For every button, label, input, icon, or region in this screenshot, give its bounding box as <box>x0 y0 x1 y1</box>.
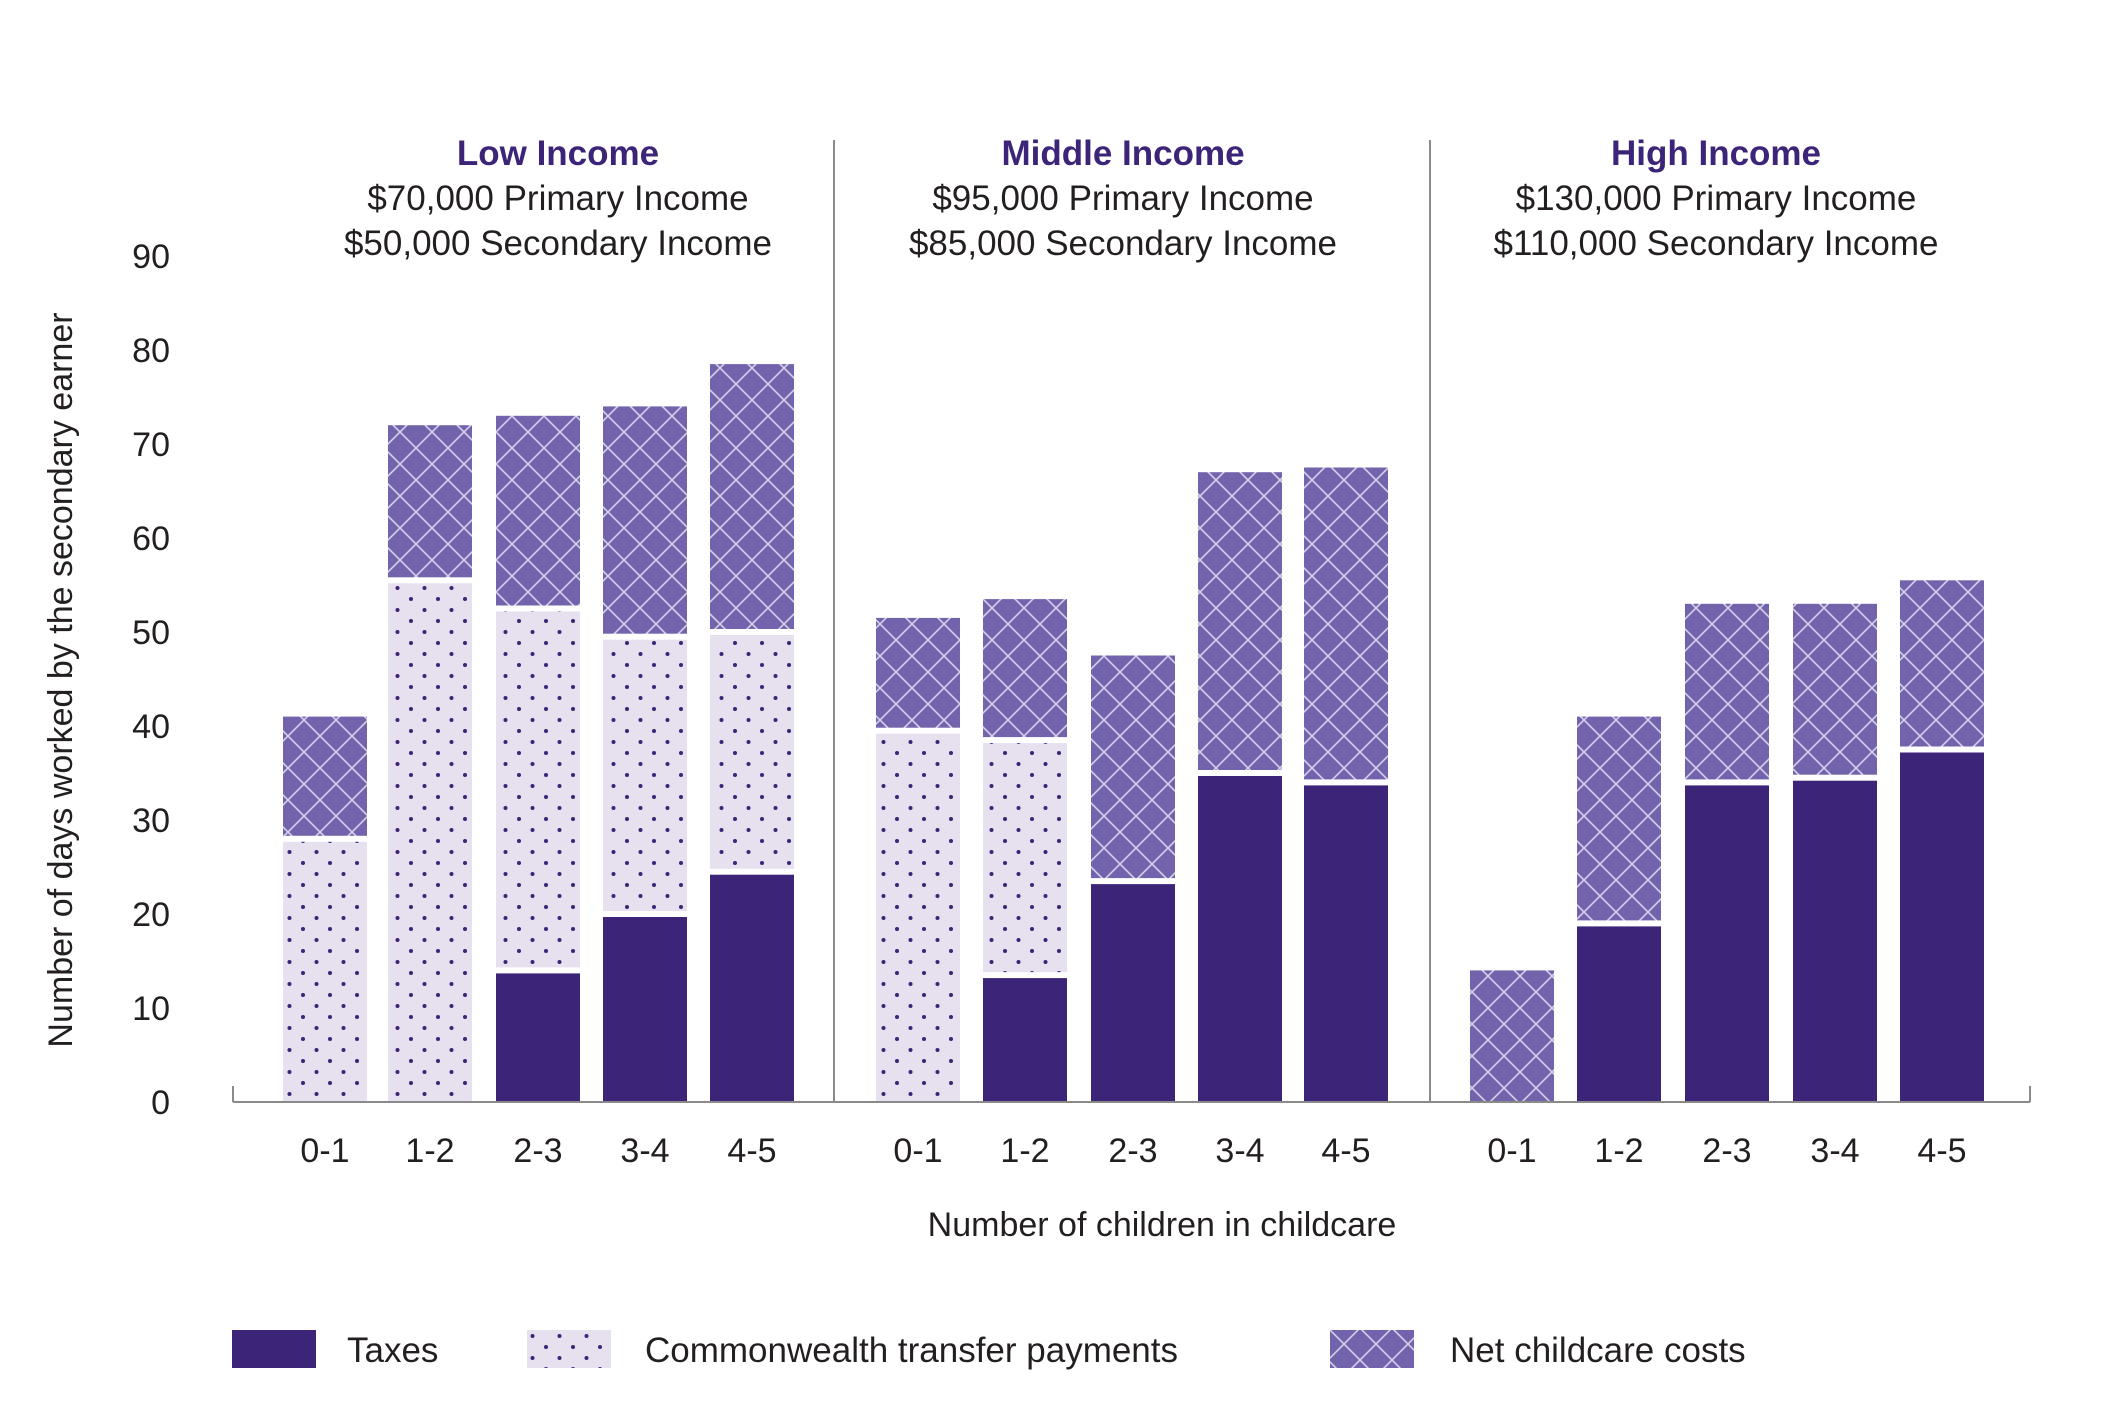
x-tick-label: 1-2 <box>1594 1132 1643 1170</box>
bar-segment-transfers <box>496 608 580 971</box>
segment-separator <box>1577 920 1661 927</box>
bar-segment-taxes <box>1198 773 1282 1102</box>
y-tick-label: 90 <box>132 238 170 276</box>
group-subtitle-primary: $95,000 Primary Income <box>932 179 1313 218</box>
x-tick-label: 3-4 <box>1810 1132 1859 1170</box>
x-tick-label: 2-3 <box>1108 1132 1157 1170</box>
bar-segment-taxes <box>1900 749 1984 1102</box>
group-title: Middle Income <box>1001 134 1244 173</box>
bar-segment-childcare <box>1577 716 1661 924</box>
y-tick-label: 60 <box>132 520 170 558</box>
bar-segment-childcare <box>1793 603 1877 778</box>
bar-segment-transfers <box>983 740 1067 976</box>
bar-segment-transfers <box>710 632 794 872</box>
y-tick-label: 30 <box>132 802 170 840</box>
legend-label-taxes: Taxes <box>347 1331 438 1370</box>
x-tick-label: 2-3 <box>1702 1132 1751 1170</box>
bar-segment-childcare <box>1685 603 1769 783</box>
bar-segment-taxes <box>1685 782 1769 1102</box>
group-subtitle-secondary: $110,000 Secondary Income <box>1494 224 1939 263</box>
x-tick-label: 4-5 <box>727 1132 776 1170</box>
bar-segment-childcare <box>1304 467 1388 783</box>
group-subtitle-secondary: $50,000 Secondary Income <box>344 224 772 263</box>
bar-segment-taxes <box>603 914 687 1102</box>
bar-segment-taxes <box>710 871 794 1102</box>
segment-separator <box>496 967 580 974</box>
y-tick-label: 50 <box>132 614 170 652</box>
x-tick-label: 1-2 <box>1000 1132 1049 1170</box>
bar-segment-transfers <box>283 838 367 1102</box>
bar-segment-childcare <box>496 415 580 609</box>
y-tick-label: 70 <box>132 426 170 464</box>
bar-segment-transfers <box>876 730 960 1102</box>
legend-swatch-transfers <box>527 1330 611 1368</box>
bar-segment-taxes <box>496 970 580 1102</box>
x-tick-label: 1-2 <box>405 1132 454 1170</box>
legend-swatch-taxes <box>232 1330 316 1368</box>
segment-separator <box>388 577 472 584</box>
segment-separator <box>983 737 1067 744</box>
bar-segment-childcare <box>603 406 687 637</box>
bar-segment-childcare <box>1198 472 1282 773</box>
x-tick-label: 0-1 <box>300 1132 349 1170</box>
bar-segment-taxes <box>1304 782 1388 1102</box>
bar-segment-taxes <box>1577 923 1661 1102</box>
x-tick-label: 4-5 <box>1917 1132 1966 1170</box>
y-tick-label: 10 <box>132 990 170 1028</box>
x-tick-label: 3-4 <box>620 1132 669 1170</box>
segment-separator <box>496 605 580 612</box>
group-title: High Income <box>1611 134 1821 173</box>
segment-separator <box>603 911 687 917</box>
legend-label-childcare: Net childcare costs <box>1450 1331 1746 1370</box>
segment-separator <box>283 835 367 842</box>
group-subtitle-primary: $130,000 Primary Income <box>1516 179 1917 218</box>
bar-segment-childcare <box>283 716 367 839</box>
legend-label-transfers: Commonwealth transfer payments <box>645 1331 1178 1370</box>
segment-separator <box>1793 774 1877 781</box>
bar-segment-childcare <box>1091 655 1175 882</box>
segment-separator <box>710 629 794 635</box>
bar-segment-childcare <box>1900 580 1984 750</box>
group-subtitle-secondary: $85,000 Secondary Income <box>909 224 1337 263</box>
bar-segment-transfers <box>388 580 472 1102</box>
y-tick-label: 0 <box>151 1084 170 1122</box>
bar-segment-transfers <box>603 636 687 914</box>
segment-separator <box>876 727 960 734</box>
bar-segment-taxes <box>1793 777 1877 1102</box>
x-tick-label: 0-1 <box>1487 1132 1536 1170</box>
segment-separator <box>1900 746 1984 753</box>
bar-segment-childcare <box>983 599 1067 741</box>
segment-separator <box>1685 779 1769 786</box>
bar-segment-childcare <box>876 617 960 731</box>
y-tick-label: 40 <box>132 708 170 746</box>
bar-segment-taxes <box>983 975 1067 1102</box>
bar-segment-childcare <box>1470 970 1554 1102</box>
x-tick-label: 2-3 <box>513 1132 562 1170</box>
bar-segment-childcare <box>388 425 472 581</box>
segment-separator <box>1304 779 1388 786</box>
y-tick-label: 80 <box>132 332 170 370</box>
x-tick-label: 0-1 <box>893 1132 942 1170</box>
bar-segment-childcare <box>710 364 794 632</box>
group-subtitle-primary: $70,000 Primary Income <box>367 179 748 218</box>
segment-separator <box>1198 770 1282 776</box>
x-tick-label: 3-4 <box>1215 1132 1264 1170</box>
legend-swatch-childcare <box>1330 1330 1414 1368</box>
segment-separator <box>983 972 1067 979</box>
group-title: Low Income <box>457 134 659 173</box>
y-axis-label: Number of days worked by the secondary e… <box>42 312 80 1047</box>
x-axis-label: Number of children in childcare <box>928 1206 1397 1244</box>
legend: Taxes Commonwealth transfer payments Net… <box>232 1330 1746 1370</box>
bar-segment-taxes <box>1091 881 1175 1102</box>
segment-separator <box>603 633 687 640</box>
x-tick-label: 4-5 <box>1321 1132 1370 1170</box>
segment-separator <box>1091 878 1175 885</box>
segment-separator <box>710 868 794 875</box>
y-tick-label: 20 <box>132 896 170 934</box>
